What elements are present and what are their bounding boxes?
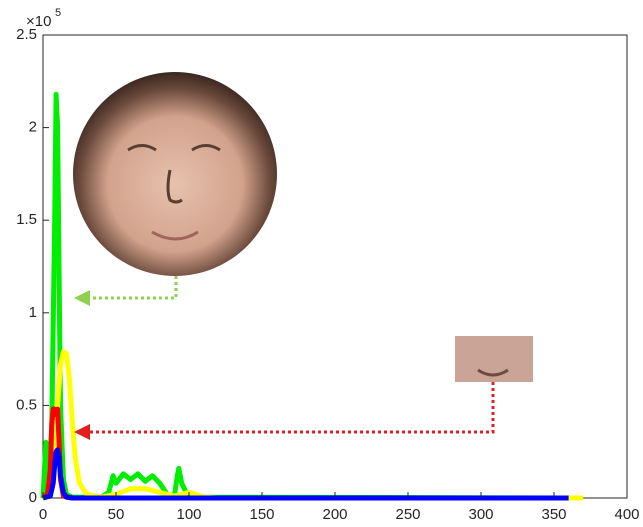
x-tick-label: 300 (468, 506, 493, 523)
y-tick-label: 2.5 (16, 26, 37, 43)
x-tick-label: 100 (176, 506, 201, 523)
x-tick-label: 0 (39, 506, 47, 523)
y-tick-label: 1 (29, 304, 37, 321)
y-tick-label: 0 (29, 489, 37, 506)
chart: ×10 5 05010015020025030035040000.511.522… (0, 0, 643, 527)
y-multiplier-power: 5 (55, 7, 61, 19)
x-tick-label: 400 (614, 506, 639, 523)
y-tick-label: 2 (29, 119, 37, 136)
x-tick-label: 150 (249, 506, 274, 523)
x-tick-label: 350 (541, 506, 566, 523)
x-tick-label: 250 (395, 506, 420, 523)
y-tick-label: 1.5 (16, 211, 37, 228)
face-image (73, 72, 277, 276)
x-tick-label: 50 (108, 506, 125, 523)
x-tick-label: 200 (322, 506, 347, 523)
y-tick-label: 0.5 (16, 396, 37, 413)
